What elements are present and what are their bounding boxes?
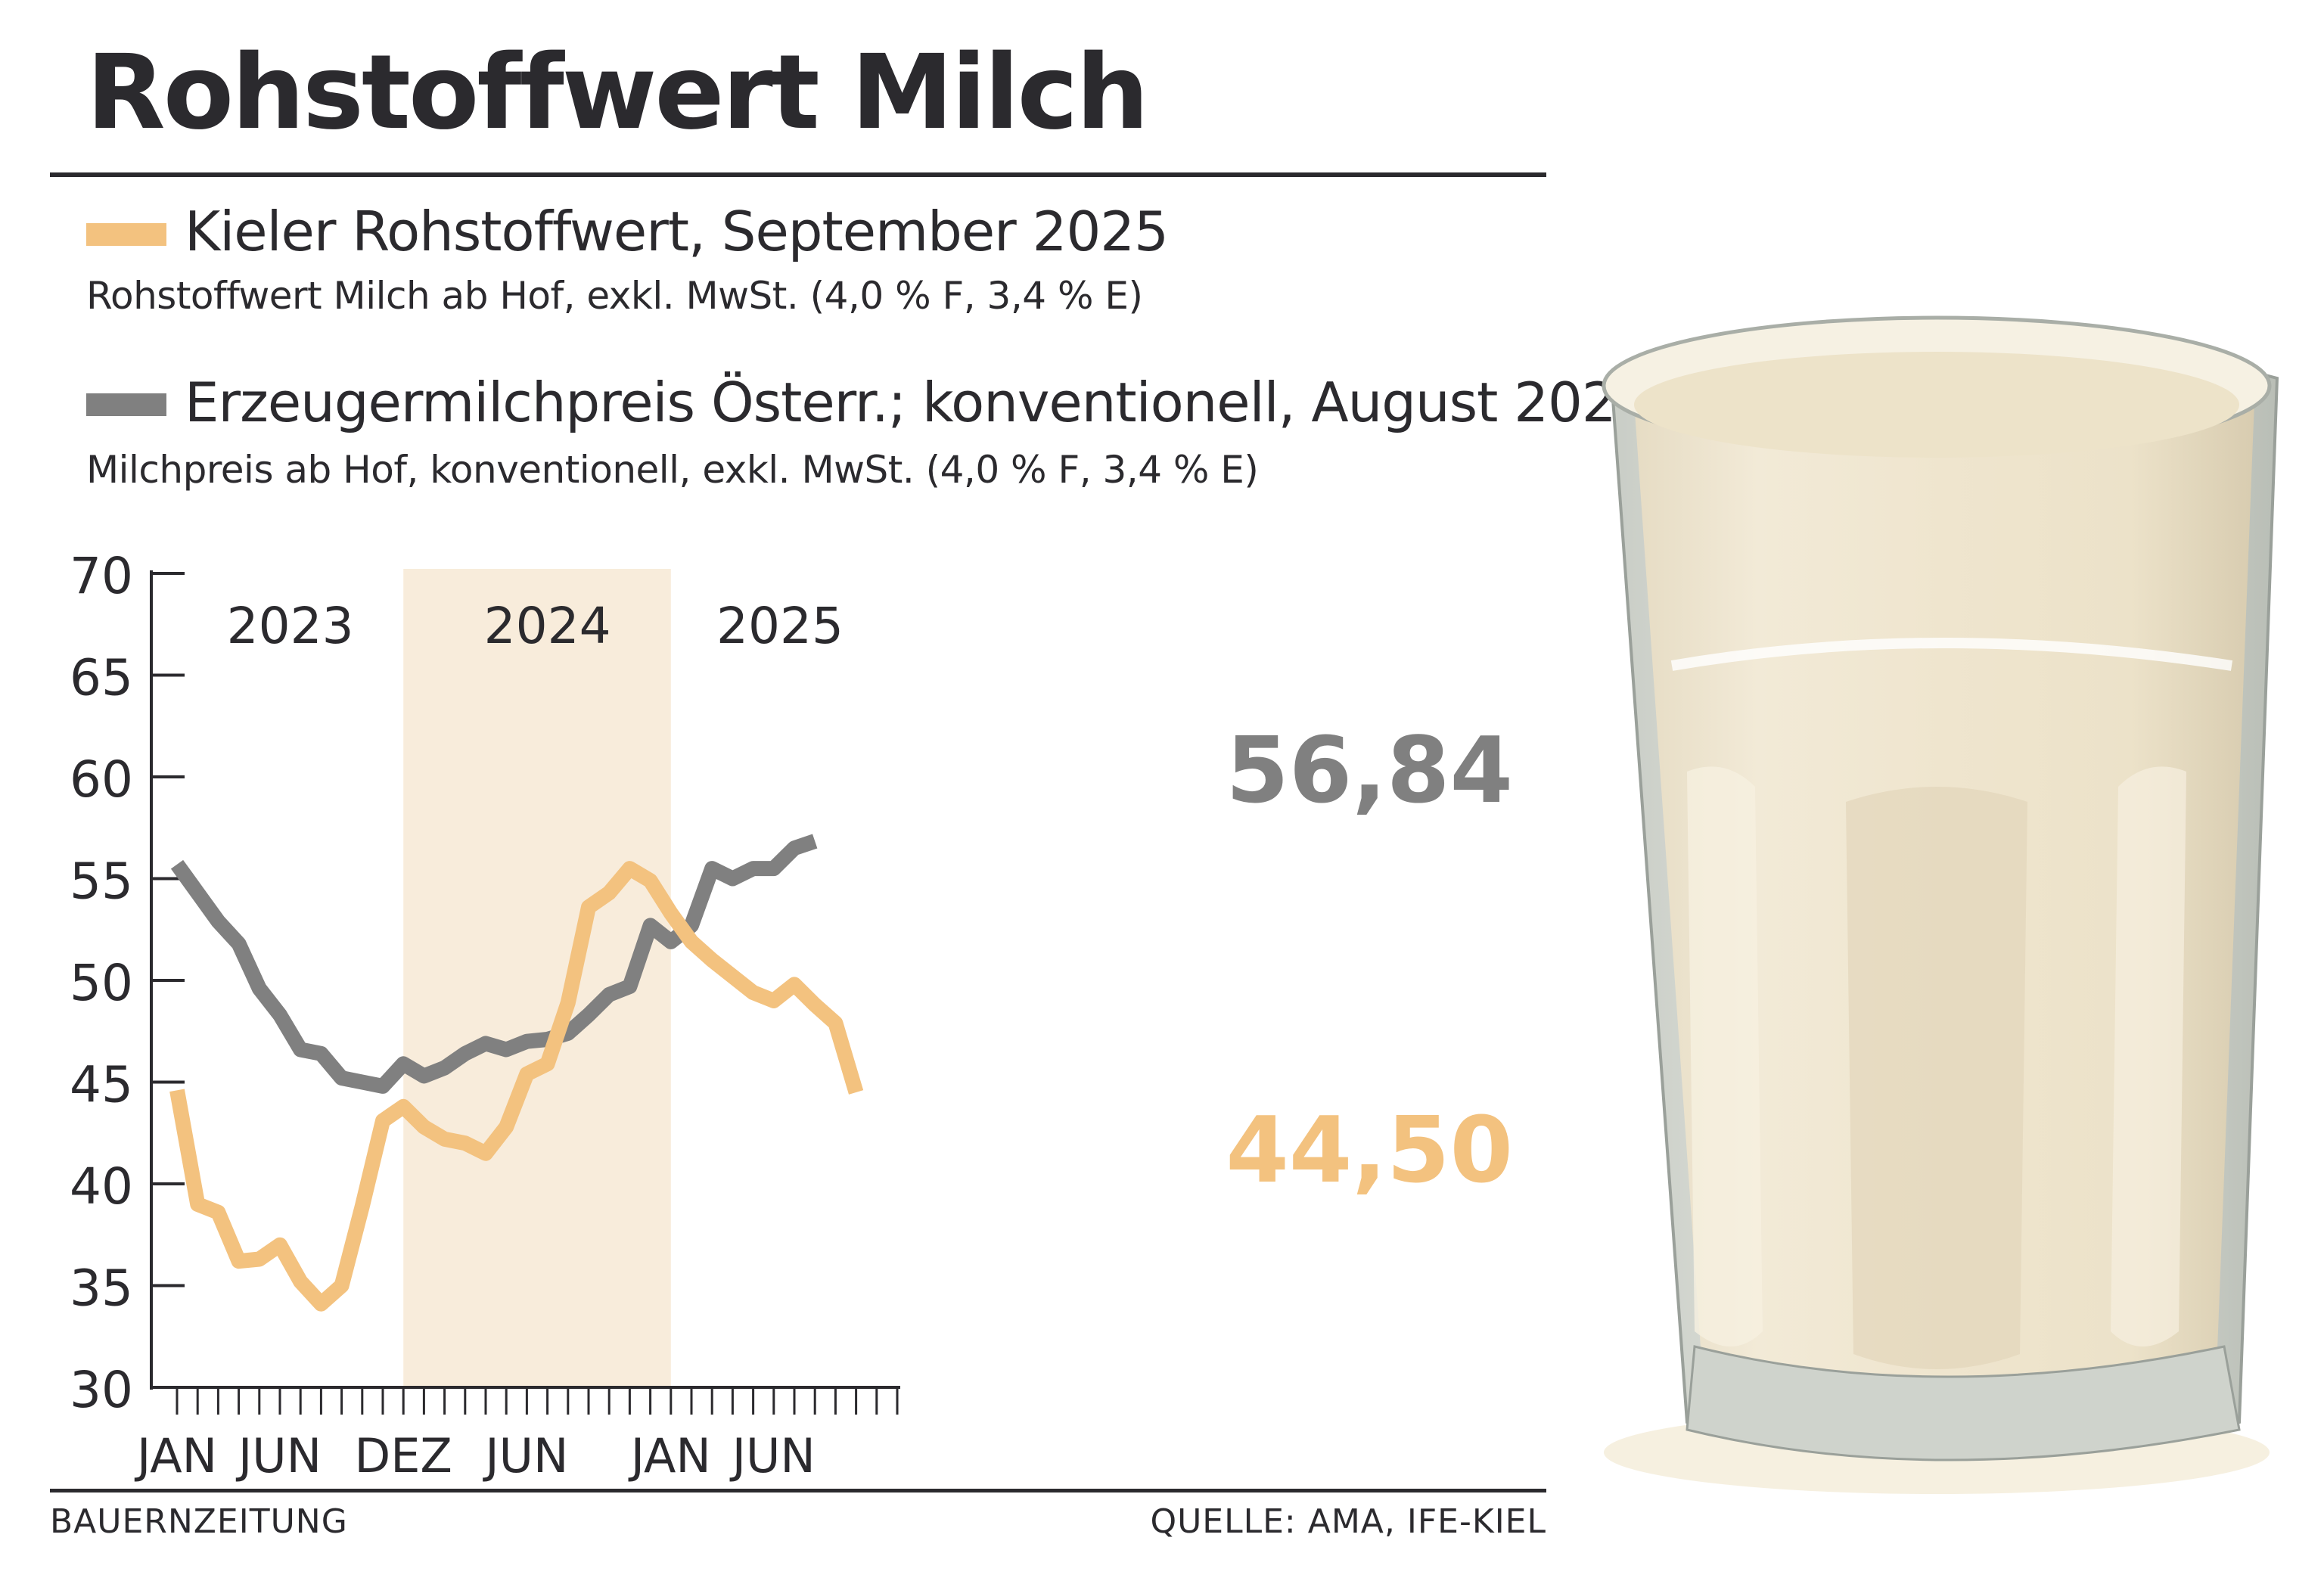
legend-sub-erzeuger: Milchpreis ab Hof, konventionell, exkl. … [86, 448, 1259, 492]
x-tick-label: JUN [729, 1428, 816, 1483]
x-tick-label: JUN [235, 1428, 322, 1483]
end-value-label-kieler: 44,50 [1226, 1098, 1513, 1204]
year-label: 2024 [484, 597, 611, 655]
legend-label-kieler: Kieler Rohstoffwert, September 2025 [185, 200, 1169, 263]
milk-glass-illustration [1602, 315, 2279, 1494]
y-tick-label: 60 [70, 750, 133, 809]
year-label: 2025 [716, 597, 844, 655]
x-tick-label: JAN [628, 1428, 711, 1483]
y-tick-label: 35 [70, 1260, 133, 1318]
y-tick-label: 40 [70, 1157, 133, 1216]
x-tick-label: JUN [482, 1428, 568, 1483]
x-tick-label: DEZ [355, 1428, 452, 1483]
line-chart: 30 35 40 45 50 55 60 65 70 JAN JUN DEZ JUN JAN JUN 2023… [70, 547, 1513, 1483]
y-tick-label: 65 [70, 649, 133, 707]
legend-sub-kieler: Rohstoffwert Milch ab Hof, exkl. MwSt. (… [86, 274, 1143, 318]
series-line-erzeuger [170, 834, 818, 1094]
year-label: 2023 [227, 597, 354, 655]
footer-source: QUELLE: AMA, IFE-KIEL [1150, 1502, 1546, 1541]
y-tick-label: 45 [70, 1056, 133, 1114]
footer-rule [50, 1489, 1546, 1492]
end-value-label-erzeuger: 56,84 [1226, 719, 1513, 824]
y-tick-label: 50 [70, 954, 133, 1012]
legend-swatch-kieler [86, 223, 166, 246]
chart-title: Rohstoffwert Milch [86, 33, 1149, 153]
legend-label-erzeuger: Erzeugermilchpreis Österr.; konventionel… [185, 371, 1650, 434]
y-tick-label: 55 [70, 853, 133, 911]
series-line-kieler [169, 861, 864, 1312]
x-tick-label: JAN [134, 1428, 217, 1483]
title-rule [50, 172, 1546, 177]
legend-swatch-erzeuger [86, 393, 166, 416]
y-tick-label: 70 [70, 547, 133, 605]
y-tick-label: 30 [70, 1361, 133, 1419]
footer-publisher: BAUERNZEITUNG [50, 1502, 348, 1541]
